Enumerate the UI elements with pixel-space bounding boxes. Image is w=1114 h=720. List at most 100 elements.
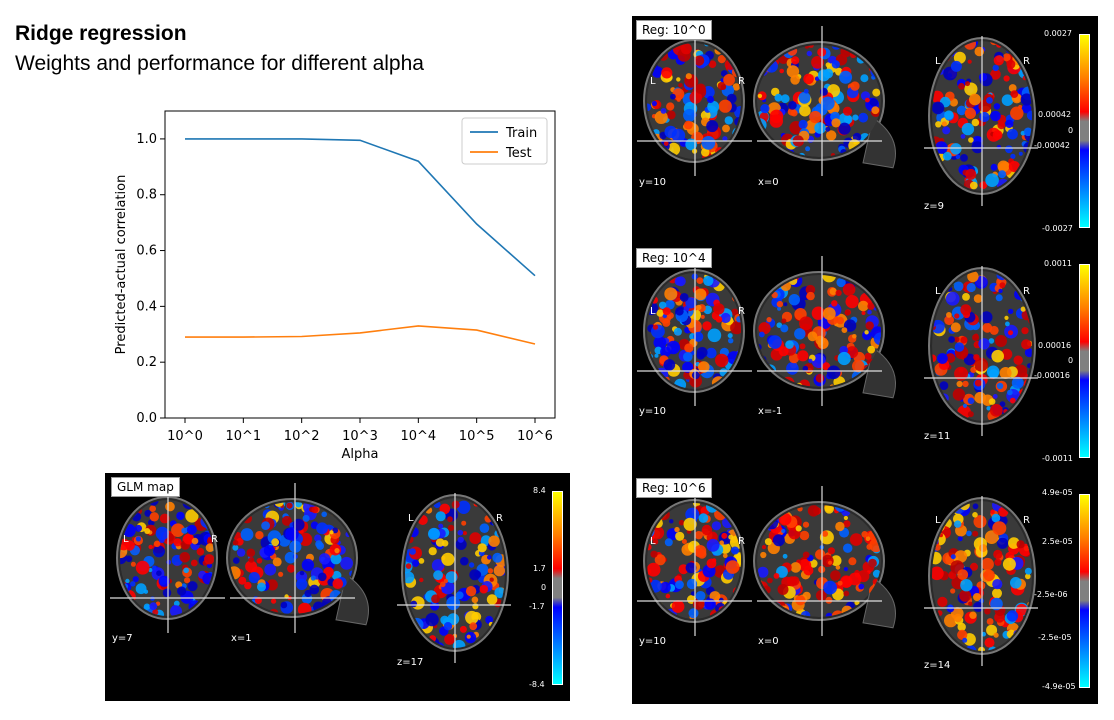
positive-blob — [837, 580, 843, 586]
positive-blob — [410, 644, 417, 648]
positive-blob — [120, 600, 132, 614]
positive-blob — [713, 303, 725, 315]
positive-blob — [238, 576, 247, 585]
positive-blob — [988, 398, 996, 405]
positive-blob — [852, 334, 857, 339]
negative-blob — [431, 559, 445, 572]
negative-blob — [330, 553, 342, 565]
positive-blob — [698, 361, 710, 373]
negative-blob — [408, 504, 415, 511]
y-tick-label: 0.0 — [136, 411, 157, 426]
positive-blob — [1009, 397, 1016, 404]
positive-blob — [973, 354, 980, 361]
positive-blob — [1025, 573, 1031, 580]
positive-blob — [1003, 75, 1010, 82]
negative-blob — [998, 170, 1007, 179]
negative-blob — [675, 580, 684, 589]
positive-blob — [757, 376, 762, 384]
negative-blob — [664, 538, 673, 547]
page-title: Ridge regression — [15, 22, 187, 45]
positive-blob — [443, 578, 449, 584]
positive-blob — [718, 99, 732, 113]
slice-coord: y=10 — [639, 636, 667, 647]
positive-blob — [735, 47, 741, 56]
slice-coord: x=0 — [758, 636, 779, 647]
positive-blob — [171, 523, 185, 537]
negative-blob — [156, 570, 162, 576]
negative-blob — [707, 328, 722, 343]
positive-blob — [989, 404, 1003, 417]
negative-blob — [1010, 577, 1022, 589]
negative-blob — [683, 108, 696, 122]
positive-blob — [842, 283, 856, 296]
legend-label-train: Train — [505, 126, 537, 141]
positive-blob — [849, 533, 863, 546]
negative-blob — [937, 353, 948, 364]
positive-blob — [405, 498, 413, 504]
negative-blob — [860, 74, 869, 83]
negative-blob — [758, 141, 770, 153]
negative-blob — [460, 556, 469, 566]
positive-blob — [992, 521, 1007, 536]
negative-blob — [176, 511, 185, 521]
positive-blob — [790, 576, 800, 586]
positive-blob — [954, 313, 960, 319]
positive-blob — [815, 549, 826, 560]
positive-blob — [807, 331, 818, 342]
negative-blob — [685, 297, 697, 309]
negative-blob — [405, 571, 415, 584]
colorbar-max: 8.4 — [533, 486, 546, 495]
positive-blob — [662, 307, 671, 316]
negative-blob — [772, 534, 785, 547]
positive-blob — [130, 561, 136, 567]
negative-blob — [647, 103, 652, 112]
positive-blob — [967, 411, 974, 418]
positive-blob — [757, 93, 763, 99]
positive-blob — [730, 321, 741, 335]
positive-blob — [694, 55, 705, 66]
negative-blob — [867, 275, 875, 281]
negative-blob — [991, 513, 1001, 523]
positive-blob — [962, 293, 970, 301]
negative-blob — [155, 526, 169, 540]
positive-blob — [953, 336, 960, 343]
negative-blob — [332, 527, 339, 534]
positive-blob — [665, 593, 671, 599]
negative-blob — [675, 307, 684, 316]
positive-blob — [728, 603, 741, 618]
negative-blob — [760, 104, 770, 114]
negative-blob — [718, 597, 724, 603]
positive-blob — [984, 608, 991, 615]
negative-blob — [1020, 93, 1032, 106]
negative-blob — [993, 103, 1001, 110]
positive-blob — [762, 151, 770, 157]
negative-blob — [347, 516, 354, 526]
positive-blob — [802, 551, 810, 559]
negative-blob — [992, 579, 1003, 590]
negative-blob — [310, 575, 316, 581]
positive-blob — [766, 317, 772, 323]
positive-blob — [864, 352, 872, 360]
negative-blob — [651, 100, 657, 107]
negative-blob — [469, 569, 481, 581]
slice-coord: x=1 — [231, 633, 252, 644]
negative-blob — [781, 528, 786, 534]
negative-blob — [671, 128, 686, 143]
positive-blob — [853, 382, 860, 387]
positive-blob — [950, 322, 961, 333]
positive-blob — [723, 553, 728, 558]
positive-blob — [477, 543, 487, 553]
negative-blob — [673, 327, 682, 336]
positive-blob — [835, 521, 845, 532]
negative-blob — [757, 380, 765, 387]
negative-blob — [418, 638, 423, 643]
negative-blob — [953, 281, 964, 292]
positive-blob — [196, 547, 205, 556]
negative-blob — [1018, 151, 1023, 156]
negative-blob — [932, 271, 940, 281]
legend-box — [461, 117, 548, 165]
negative-blob — [135, 524, 142, 532]
negative-blob — [492, 552, 503, 563]
positive-blob — [932, 412, 940, 421]
positive-blob — [1021, 339, 1032, 350]
